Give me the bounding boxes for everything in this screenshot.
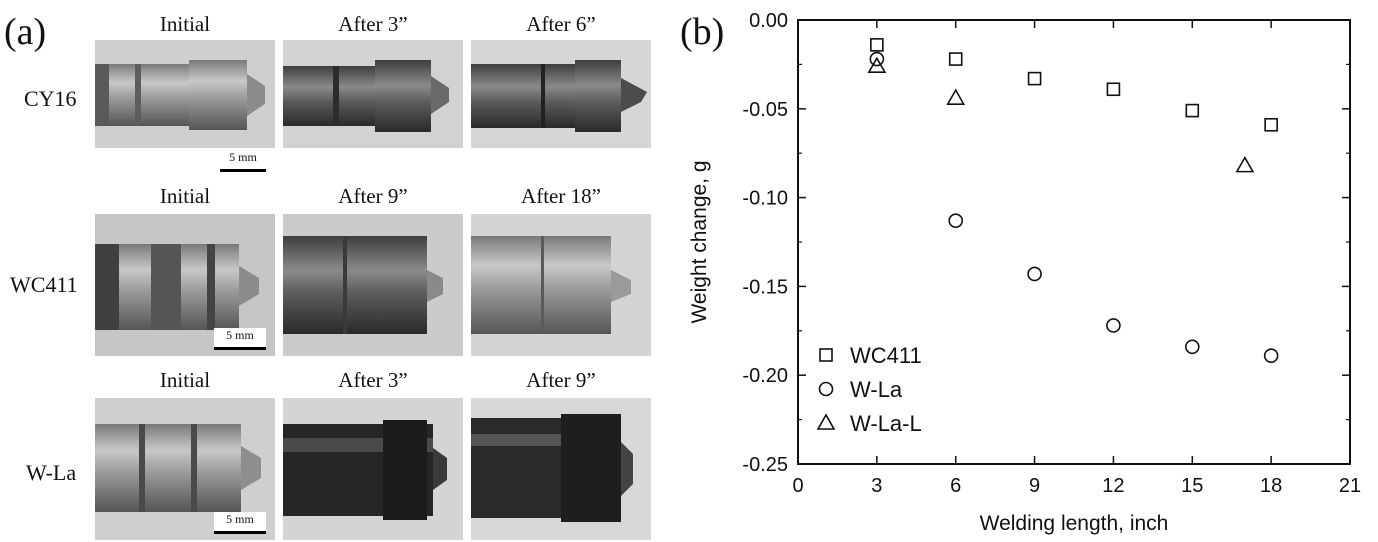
circle-point [869, 51, 885, 67]
x-tick-label: 21 [1339, 475, 1361, 497]
photo-wc411-after-18 [471, 214, 651, 356]
x-tick-label: 3 [871, 475, 882, 497]
row3-col2-label: After 3” [338, 368, 408, 392]
x-axis-ticks: 0 3 6 9 12 15 18 21 [792, 20, 1361, 497]
row1-col2-label: After 3” [338, 12, 408, 36]
triangle-point [867, 56, 887, 73]
photo-wla-after-9 [471, 398, 651, 540]
row1-label: CY16 [24, 86, 77, 111]
circle-point [1027, 266, 1042, 282]
x-tick-label: 12 [1102, 475, 1124, 497]
square-point [948, 52, 963, 66]
row2-scale-line [214, 347, 266, 350]
row1-scale-line [220, 169, 266, 172]
row1-scale-text: 5 mm [229, 150, 257, 164]
row3-scale-line [214, 531, 266, 534]
x-tick-label: 15 [1181, 475, 1203, 497]
square-point [1264, 117, 1278, 132]
circle-point [1263, 348, 1279, 363]
row1-scale-bar: 5 mm [220, 150, 266, 172]
legend-label: W-La [850, 377, 903, 402]
y-tick-label: -0.25 [742, 454, 788, 476]
row3-label: W-La [26, 460, 77, 485]
circle-point [1106, 318, 1121, 333]
row2-col1-label: Initial [159, 184, 211, 208]
y-tick-label: -0.20 [742, 365, 788, 387]
circle-point [1184, 339, 1200, 355]
square-point [870, 38, 884, 52]
square-point [1106, 82, 1121, 97]
y-tick-label: -0.10 [742, 188, 788, 210]
square-point [1185, 103, 1200, 118]
legend-square-marker [819, 348, 833, 362]
chart-legend: WC411 W-La W-La-L [816, 343, 922, 436]
y-tick-label: -0.15 [742, 276, 788, 298]
photo-cy16-after-6 [471, 40, 651, 148]
row3-scale-text: 5 mm [226, 512, 254, 526]
legend-label: WC411 [850, 343, 922, 368]
x-tick-label: 9 [1029, 475, 1040, 497]
y-tick-label: 0.00 [749, 10, 788, 32]
row3-scale-bar: 5 mm [214, 512, 266, 534]
panel-b-label: (b) [680, 11, 725, 53]
square-point [1027, 71, 1042, 86]
circle-point [948, 213, 964, 228]
row2-label: WC411 [10, 272, 78, 297]
photo-wla-after-3 [283, 398, 463, 540]
x-tick-label: 18 [1260, 475, 1282, 497]
y-axis-ticks: 0.00 -0.05 -0.10 -0.15 -0.20 -0.25 [742, 10, 1350, 476]
row2-scale-bar: 5 mm [214, 328, 266, 350]
row1-col3-label: After 6” [526, 12, 596, 36]
legend-circle-marker [818, 381, 834, 397]
row1-col1-label: Initial [159, 12, 211, 36]
row3-col3-label: After 9” [526, 368, 596, 392]
y-axis-label: Weight change, g [688, 160, 711, 323]
photo-cy16-after-3 [283, 40, 463, 148]
row2-col3-label: After 18” [521, 184, 601, 208]
row2-col2-label: After 9” [338, 184, 408, 208]
y-tick-label: -0.05 [742, 99, 788, 121]
x-tick-label: 0 [792, 475, 803, 497]
x-axis-label: Welding length, inch [980, 512, 1169, 535]
row3-col1-label: Initial [159, 368, 211, 392]
weight-change-chart: 0 3 6 9 12 15 18 21 0.00 -0.05 -0.10 -0.15 -0.20 -0.… [688, 10, 1361, 535]
triangle-point [946, 88, 966, 105]
photo-wc411-after-9 [283, 214, 463, 356]
data-marks [867, 38, 1279, 363]
x-tick-label: 6 [950, 475, 961, 497]
triangle-point [1235, 156, 1255, 173]
panel-a-label: (a) [4, 11, 47, 53]
legend-triangle-marker [816, 413, 836, 430]
row2-scale-text: 5 mm [226, 328, 254, 342]
photo-cy16-initial [95, 40, 275, 148]
legend-label: W-La-L [850, 411, 922, 436]
